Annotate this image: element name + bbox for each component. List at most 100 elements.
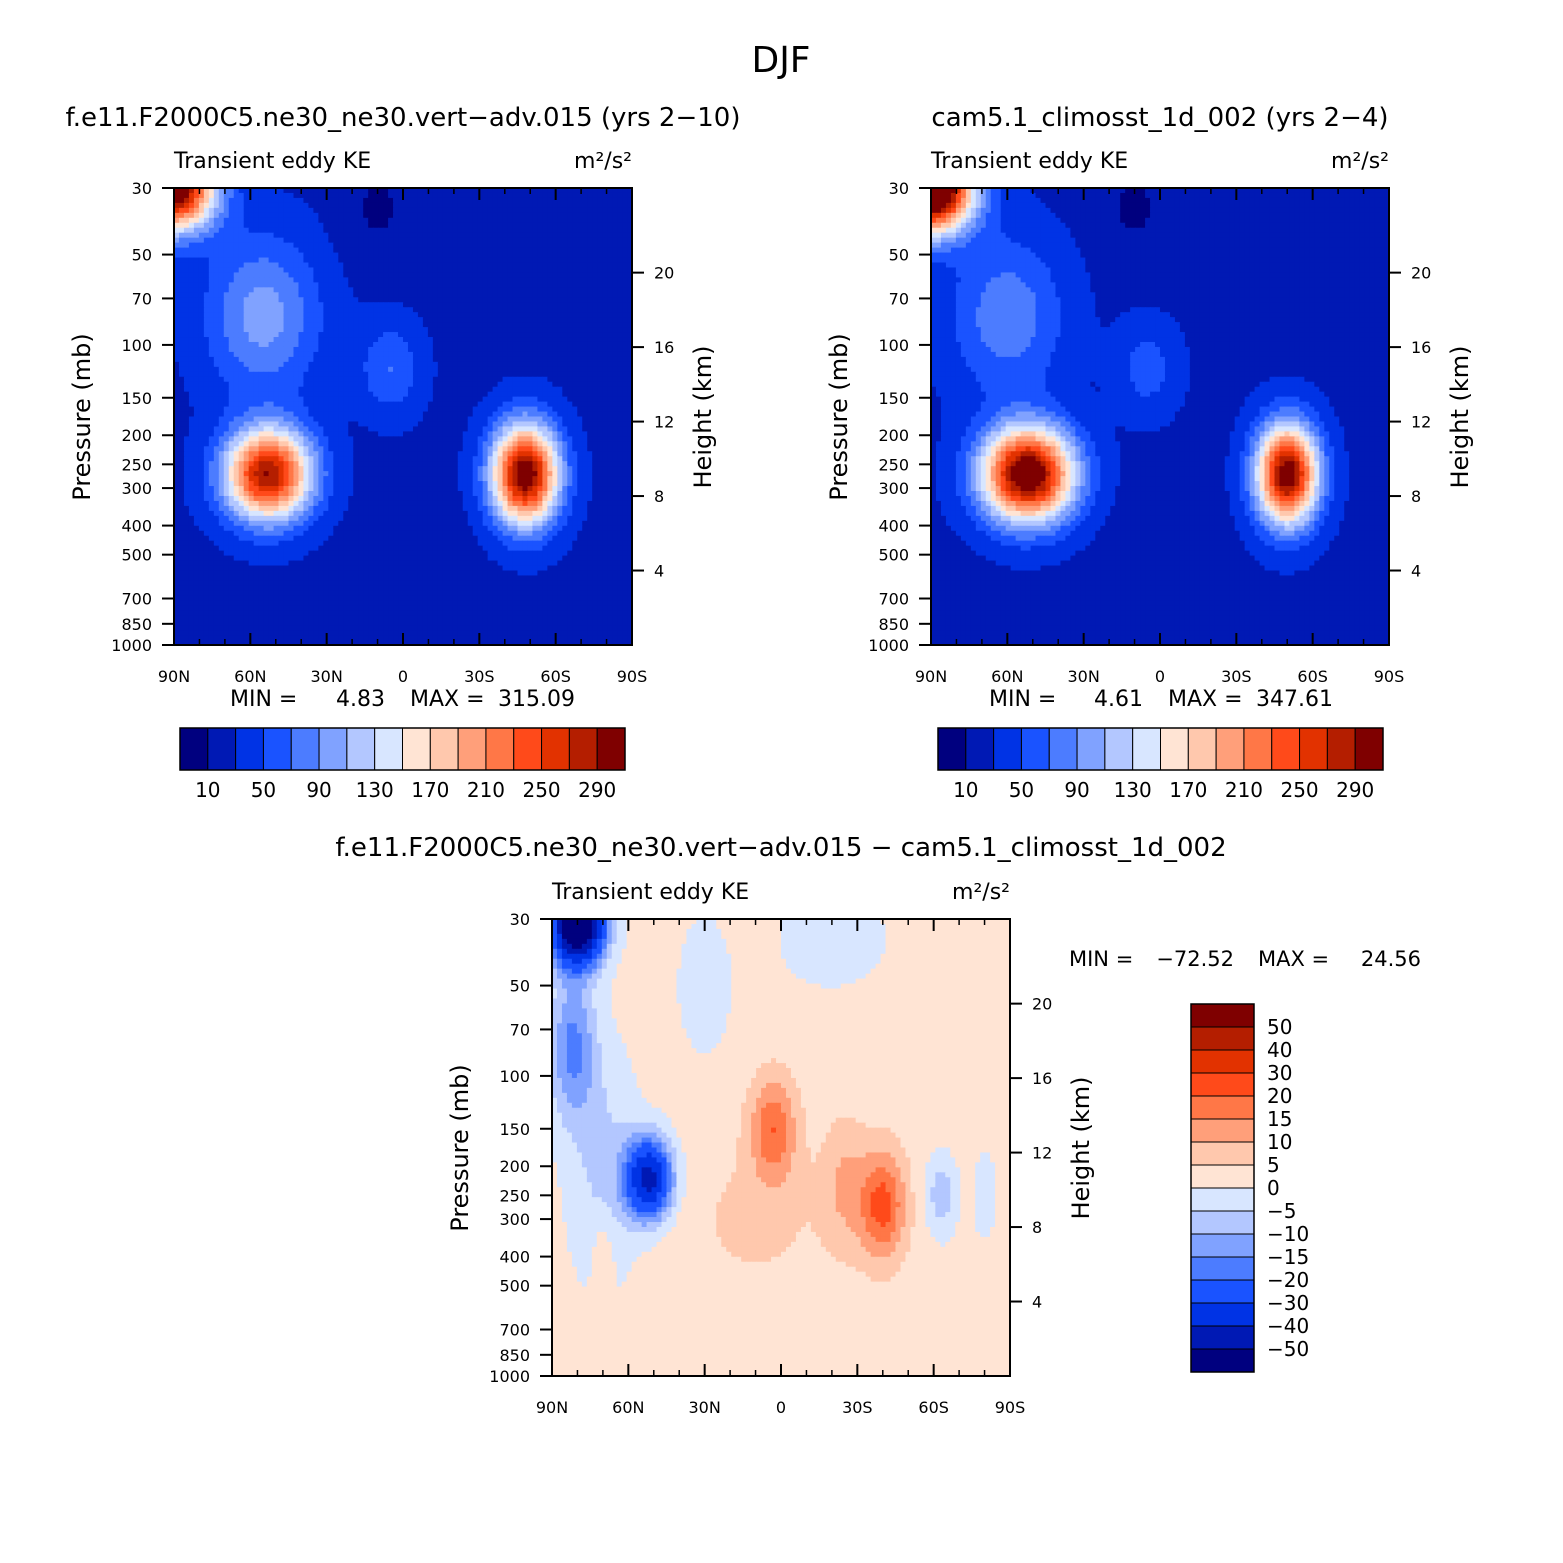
contour-cell bbox=[323, 242, 329, 249]
contour-cell bbox=[452, 371, 459, 378]
contour-cell bbox=[507, 247, 514, 254]
contour-cell bbox=[223, 282, 230, 288]
contour-cell bbox=[308, 267, 314, 274]
contour-cell bbox=[587, 421, 593, 428]
contour-cell bbox=[467, 401, 474, 408]
contour-cell bbox=[407, 287, 414, 293]
contour-cell bbox=[258, 212, 265, 219]
contour-cell bbox=[467, 312, 474, 318]
contour-cell bbox=[213, 317, 220, 323]
contour-cell bbox=[348, 217, 354, 224]
contour-cell bbox=[567, 192, 573, 199]
contour-cell bbox=[592, 222, 598, 229]
contour-cell bbox=[203, 381, 210, 388]
contour-cell bbox=[597, 337, 603, 343]
contour-cell bbox=[363, 451, 369, 457]
contour-cell bbox=[617, 247, 623, 254]
contour-cell bbox=[432, 222, 439, 229]
contour-cell bbox=[368, 292, 374, 298]
contour-cell bbox=[407, 207, 414, 214]
contour-cell bbox=[552, 222, 558, 229]
contour-cell bbox=[542, 421, 548, 428]
contour-cell bbox=[522, 297, 529, 303]
contour-cell bbox=[562, 262, 568, 269]
contour-cell bbox=[417, 302, 424, 308]
contour-cell bbox=[313, 376, 319, 383]
contour-cell bbox=[532, 386, 539, 393]
contour-cell bbox=[432, 217, 439, 224]
contour-cell bbox=[398, 366, 404, 373]
contour-cell bbox=[383, 297, 389, 303]
contour-cell bbox=[517, 416, 524, 423]
contour-cell bbox=[198, 356, 205, 363]
contour-cell bbox=[248, 212, 255, 219]
contour-cell bbox=[562, 431, 568, 437]
contour-cell bbox=[602, 436, 608, 442]
contour-cell bbox=[612, 451, 618, 457]
contour-cell bbox=[587, 192, 593, 199]
contour-cell bbox=[582, 252, 588, 259]
contour-cell bbox=[243, 436, 250, 442]
contour-cell bbox=[318, 237, 324, 244]
contour-cell bbox=[383, 327, 389, 333]
contour-cell bbox=[572, 361, 578, 368]
contour-cell bbox=[213, 217, 220, 224]
contour-cell bbox=[328, 302, 334, 308]
contour-cell bbox=[592, 188, 598, 194]
contour-cell bbox=[198, 192, 205, 199]
contour-cell bbox=[437, 337, 444, 343]
contour-cell bbox=[477, 212, 484, 219]
contour-cell bbox=[537, 431, 543, 437]
contour-cell bbox=[348, 361, 354, 368]
contour-cell bbox=[213, 386, 220, 393]
contour-cell bbox=[393, 287, 399, 293]
contour-cell bbox=[567, 292, 573, 298]
contour-cell bbox=[417, 282, 424, 288]
contour-cell bbox=[467, 207, 474, 214]
contour-cell bbox=[452, 282, 459, 288]
contour-cell bbox=[228, 252, 235, 259]
contour-cell bbox=[492, 302, 499, 308]
contour-cell bbox=[213, 401, 220, 408]
contour-cell bbox=[622, 292, 628, 298]
contour-cell bbox=[308, 361, 314, 368]
contour-cell bbox=[552, 451, 558, 457]
contour-cell bbox=[627, 386, 633, 393]
contour-cell bbox=[457, 207, 464, 214]
contour-cell bbox=[353, 361, 359, 368]
contour-cell bbox=[258, 327, 265, 333]
contour-cell bbox=[547, 376, 553, 383]
contour-cell bbox=[328, 411, 334, 418]
contour-cell bbox=[567, 197, 573, 204]
contour-cell bbox=[467, 366, 474, 373]
contour-cell bbox=[457, 252, 464, 259]
contour-cell bbox=[557, 217, 563, 224]
contour-cell bbox=[417, 411, 424, 418]
contour-cell bbox=[208, 361, 215, 368]
contour-cell bbox=[328, 356, 334, 363]
contour-cell bbox=[313, 282, 319, 288]
contour-cell bbox=[462, 396, 469, 403]
contour-cell bbox=[338, 416, 344, 423]
contour-cell bbox=[552, 386, 558, 393]
contour-cell bbox=[213, 242, 220, 249]
contour-cell bbox=[178, 366, 185, 373]
contour-cell bbox=[273, 212, 280, 219]
contour-cell bbox=[527, 302, 534, 308]
contour-cell bbox=[617, 351, 623, 358]
contour-cell bbox=[373, 386, 379, 393]
contour-cell bbox=[502, 341, 509, 348]
contour-cell bbox=[607, 381, 613, 388]
contour-cell bbox=[527, 436, 534, 442]
contour-cell bbox=[338, 366, 344, 373]
contour-cell bbox=[617, 341, 623, 348]
contour-cell bbox=[617, 346, 623, 353]
contour-cell bbox=[368, 312, 374, 318]
contour-cell bbox=[193, 337, 200, 343]
contour-cell bbox=[417, 327, 424, 333]
contour-cell bbox=[253, 307, 260, 313]
contour-cell bbox=[607, 222, 613, 229]
contour-cell bbox=[193, 262, 200, 269]
contour-cell bbox=[323, 317, 329, 323]
contour-cell bbox=[248, 217, 255, 224]
